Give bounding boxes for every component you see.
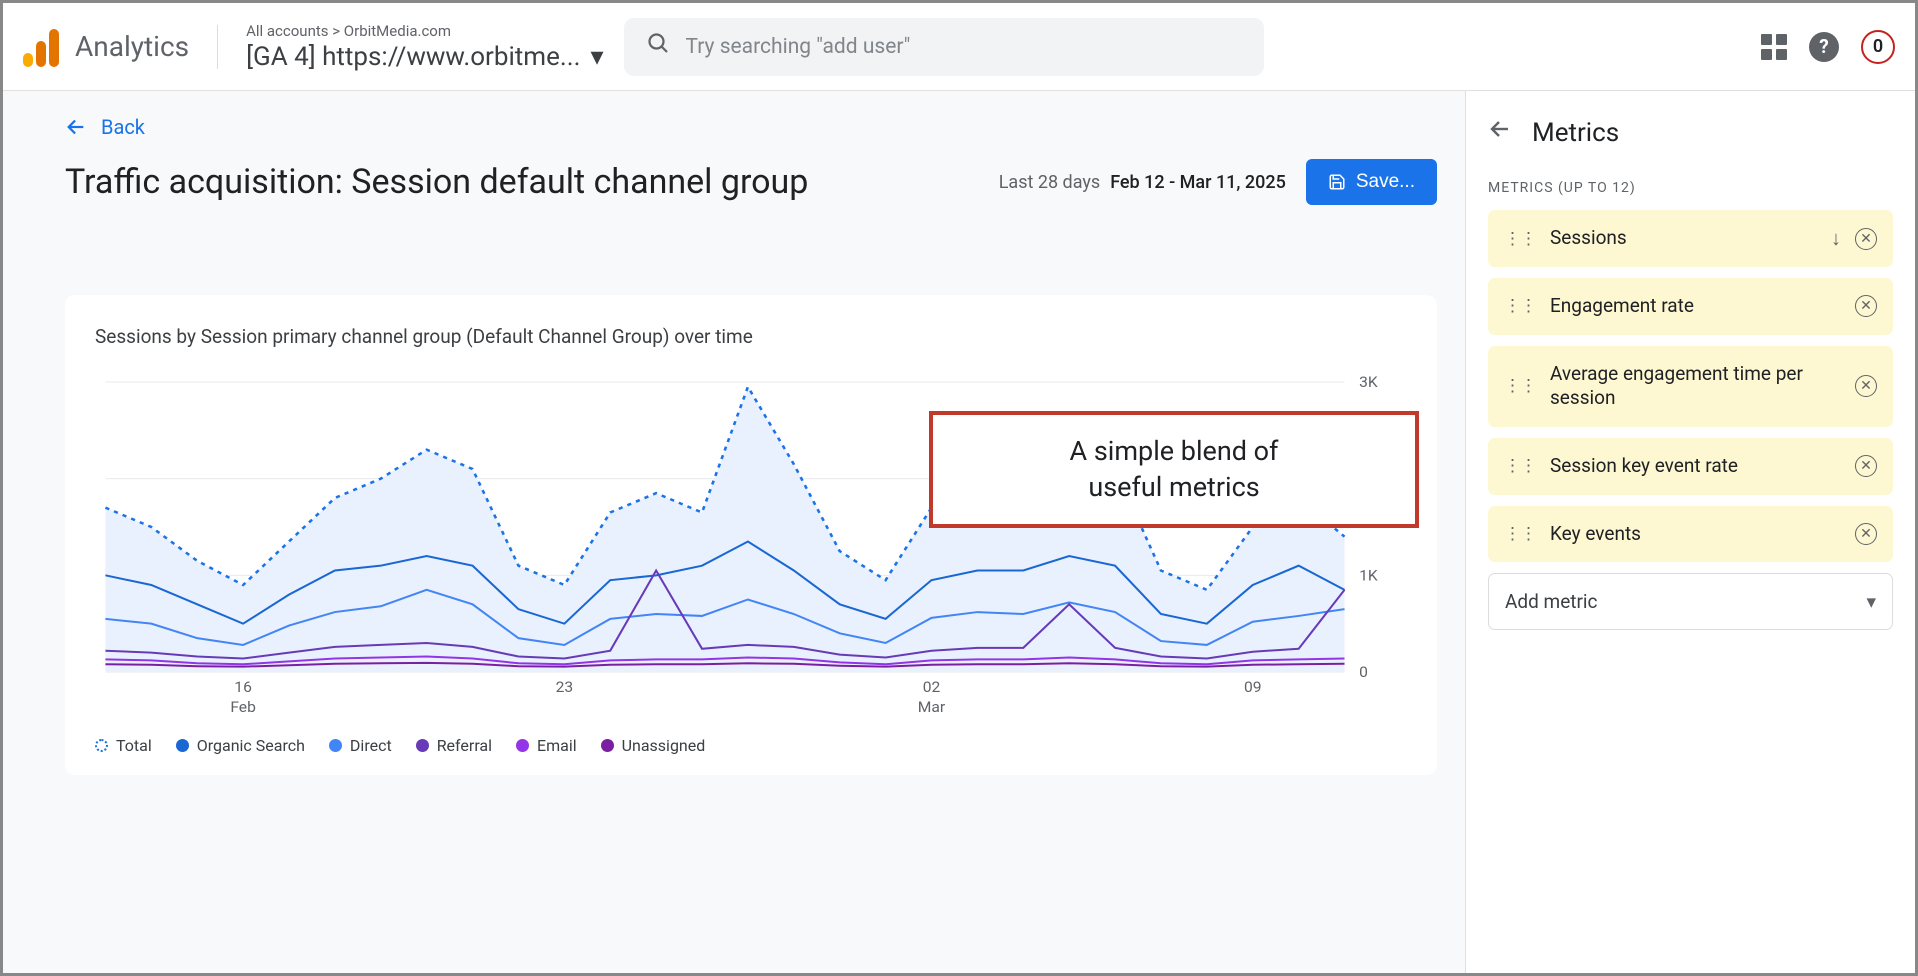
legend-item[interactable]: Referral [416, 736, 492, 755]
metric-chip[interactable]: ⋮⋮ Average engagement time per session ✕ [1488, 346, 1893, 427]
breadcrumb: All accounts > OrbitMedia.com [246, 22, 603, 40]
metric-chip[interactable]: ⋮⋮ Engagement rate ✕ [1488, 278, 1893, 335]
product-name: Analytics [75, 30, 189, 63]
metric-label: Session key event rate [1550, 454, 1841, 479]
legend-label: Direct [350, 736, 392, 755]
chart-legend: Total Organic Search Direct Referral Email Un… [95, 736, 1407, 755]
apps-icon[interactable] [1761, 34, 1787, 60]
save-icon [1328, 173, 1346, 191]
metric-label: Engagement rate [1550, 294, 1841, 319]
legend-item[interactable]: Unassigned [601, 736, 706, 755]
svg-text:Feb: Feb [230, 698, 256, 716]
svg-text:02: 02 [923, 678, 941, 696]
svg-text:09: 09 [1244, 678, 1262, 696]
chart-card: Sessions by Session primary channel grou… [65, 295, 1437, 775]
svg-text:Mar: Mar [918, 698, 945, 716]
remove-metric-button[interactable]: ✕ [1855, 455, 1877, 477]
legend-label: Organic Search [197, 736, 305, 755]
remove-metric-button[interactable]: ✕ [1855, 375, 1877, 397]
panel-title: Metrics [1532, 118, 1619, 148]
chart-title: Sessions by Session primary channel grou… [95, 325, 1407, 348]
header-actions: ? 0 [1761, 30, 1895, 64]
back-label: Back [101, 115, 145, 139]
callout-line1: A simple blend of [963, 433, 1385, 469]
panel-subtitle: METRICS (UP TO 12) [1488, 180, 1893, 196]
legend-swatch [601, 739, 614, 752]
divider [217, 25, 218, 69]
analytics-logo-icon [23, 27, 63, 67]
legend-item[interactable]: Organic Search [176, 736, 305, 755]
chevron-down-icon: ▾ [1866, 590, 1876, 613]
legend-item[interactable]: Direct [329, 736, 392, 755]
help-icon[interactable]: ? [1809, 32, 1839, 62]
svg-text:23: 23 [556, 678, 574, 696]
date-label: Last 28 days [999, 172, 1100, 193]
legend-swatch [416, 739, 429, 752]
legend-swatch [176, 739, 189, 752]
metric-label: Sessions [1550, 226, 1817, 251]
legend-label: Unassigned [622, 736, 706, 755]
search-placeholder: Try searching "add user" [686, 35, 911, 59]
add-metric-label: Add metric [1505, 590, 1598, 613]
search-input[interactable]: Try searching "add user" [624, 18, 1264, 76]
add-metric-button[interactable]: Add metric ▾ [1488, 573, 1893, 630]
remove-metric-button[interactable]: ✕ [1855, 295, 1877, 317]
drag-handle-icon[interactable]: ⋮⋮ [1504, 524, 1536, 544]
chevron-down-icon: ▾ [590, 42, 603, 72]
drag-handle-icon[interactable]: ⋮⋮ [1504, 229, 1536, 249]
legend-label: Total [116, 736, 152, 755]
save-button[interactable]: Save... [1306, 159, 1437, 205]
legend-label: Email [537, 736, 577, 755]
svg-text:1K: 1K [1359, 567, 1378, 585]
arrow-left-icon [65, 116, 87, 138]
svg-text:0: 0 [1359, 663, 1368, 681]
main-layout: Back Traffic acquisition: Session defaul… [3, 91, 1915, 973]
callout-line2: useful metrics [963, 469, 1385, 505]
legend-swatch [329, 739, 342, 752]
legend-item[interactable]: Total [95, 736, 152, 755]
metric-label: Key events [1550, 522, 1841, 547]
title-row: Traffic acquisition: Session default cha… [65, 159, 1437, 205]
panel-header: Metrics [1488, 117, 1893, 148]
property-selector[interactable]: All accounts > OrbitMedia.com [GA 4] htt… [246, 22, 603, 72]
panel-back-button[interactable] [1488, 117, 1512, 148]
svg-text:3K: 3K [1359, 373, 1378, 391]
remove-metric-button[interactable]: ✕ [1855, 228, 1877, 250]
drag-handle-icon[interactable]: ⋮⋮ [1504, 296, 1536, 316]
remove-metric-button[interactable]: ✕ [1855, 523, 1877, 545]
annotation-callout: A simple blend of useful metrics [929, 411, 1419, 528]
page-title: Traffic acquisition: Session default cha… [65, 162, 979, 202]
content-area: Back Traffic acquisition: Session defaul… [3, 91, 1465, 973]
search-icon [646, 31, 670, 62]
date-value: Feb 12 - Mar 11, 2025 [1110, 172, 1286, 193]
metrics-list: ⋮⋮ Sessions ↓ ✕ ⋮⋮ Engagement rate ✕ ⋮⋮ … [1488, 210, 1893, 562]
back-button[interactable]: Back [65, 115, 1437, 139]
drag-handle-icon[interactable]: ⋮⋮ [1504, 376, 1536, 396]
arrow-left-icon [1488, 117, 1512, 141]
metric-chip[interactable]: ⋮⋮ Session key event rate ✕ [1488, 438, 1893, 495]
legend-swatch [516, 739, 529, 752]
property-name-text: [GA 4] https://www.orbitme... [246, 42, 580, 72]
metric-chip[interactable]: ⋮⋮ Key events ✕ [1488, 506, 1893, 563]
sort-descending-icon: ↓ [1831, 226, 1841, 251]
notifications-badge[interactable]: 0 [1861, 30, 1895, 64]
legend-swatch [95, 739, 108, 752]
app-header: Analytics All accounts > OrbitMedia.com … [3, 3, 1915, 91]
metric-label: Average engagement time per session [1550, 362, 1841, 411]
product-logo[interactable]: Analytics [23, 27, 189, 67]
date-range-picker[interactable]: Last 28 days Feb 12 - Mar 11, 2025 [999, 172, 1286, 193]
property-name: [GA 4] https://www.orbitme... ▾ [246, 42, 603, 72]
save-label: Save... [1356, 171, 1415, 193]
svg-text:16: 16 [234, 678, 252, 696]
legend-item[interactable]: Email [516, 736, 577, 755]
legend-label: Referral [437, 736, 492, 755]
metric-chip[interactable]: ⋮⋮ Sessions ↓ ✕ [1488, 210, 1893, 267]
drag-handle-icon[interactable]: ⋮⋮ [1504, 456, 1536, 476]
metrics-panel: Metrics METRICS (UP TO 12) ⋮⋮ Sessions ↓… [1465, 91, 1915, 973]
